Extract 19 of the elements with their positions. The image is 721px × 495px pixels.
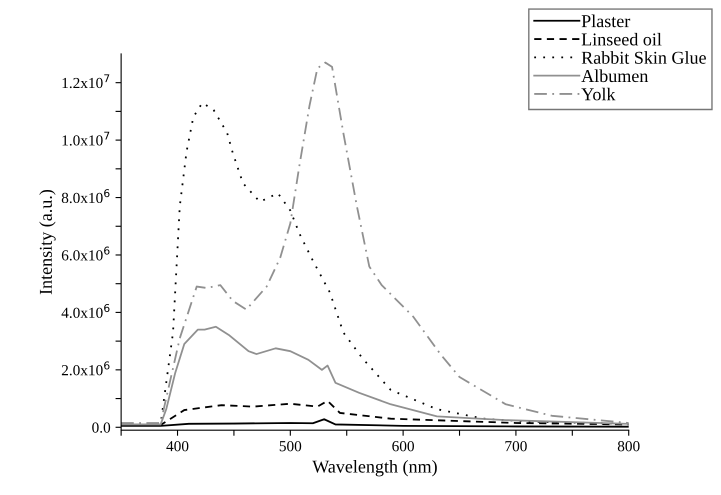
y-tick-label: 1.0x10$^{7}$	[62, 132, 110, 146]
legend-label: Plaster	[582, 14, 630, 28]
legend-label: Linseed oil	[582, 32, 662, 46]
y-axis-title: Intensity (a.u.)	[39, 190, 56, 294]
y-tick-label: 1.2x10$^{7}$	[62, 74, 110, 88]
x-tick-label: 800	[618, 441, 640, 452]
y-tick-label: 6.0x10$^{6}$	[62, 246, 110, 261]
legend-label: Albumen	[581, 69, 648, 82]
y-tick-label: 4.0x10$^{6}$	[62, 304, 110, 318]
x-tick-label: 400	[166, 441, 188, 452]
x-tick-label: 600	[392, 441, 414, 452]
legend-label: Rabbit Skin Glue	[582, 51, 706, 64]
x-tick-label: 500	[280, 441, 302, 452]
x-tick-label: 700	[505, 441, 527, 452]
y-tick-label: 8.0x10$^{6}$	[62, 189, 110, 204]
y-tick-label: 0.0	[92, 422, 110, 433]
legend-label: Yolk	[581, 88, 616, 100]
y-tick-label: 2.0x10$^{6}$	[62, 361, 110, 376]
x-axis-title: Wavelength (nm)	[312, 460, 437, 476]
